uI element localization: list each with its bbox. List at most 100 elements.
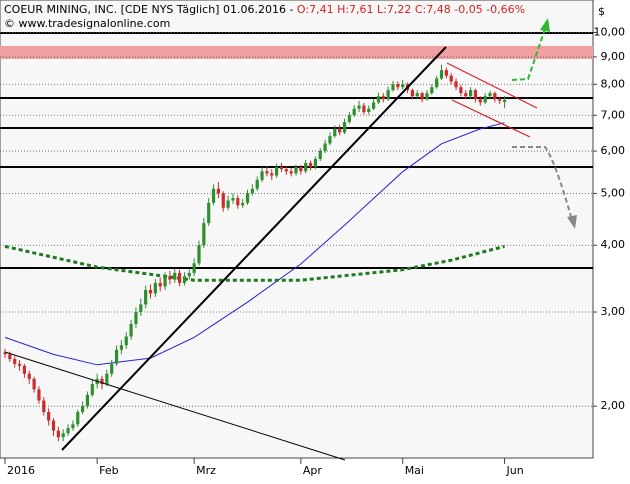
candle-body: [328, 136, 332, 144]
candle-body: [347, 115, 351, 123]
candle-body: [32, 378, 36, 390]
channel-line: [451, 99, 531, 138]
candle-body: [47, 412, 51, 421]
candle-body: [168, 276, 172, 280]
candle-body: [338, 128, 342, 133]
moving-averages: [4, 122, 505, 366]
candle-body: [275, 167, 279, 176]
y-tick-label: 4,00: [601, 238, 626, 251]
candle-body: [8, 354, 12, 360]
candle-body: [129, 323, 133, 337]
candle-body: [66, 428, 70, 434]
source: © www.tradesignalonline.com: [4, 17, 170, 30]
y-axis-label: $: [598, 5, 605, 18]
candle-body: [3, 352, 7, 355]
x-tick-label: 2016: [7, 464, 35, 477]
candle-body: [163, 276, 167, 287]
candle-body: [279, 167, 284, 170]
chart-title: COEUR MINING, INC. [CDE NYS Täglich] 01.…: [4, 3, 525, 16]
candle-body: [464, 93, 468, 97]
candle-body: [420, 93, 424, 100]
trend-line: [61, 46, 447, 451]
plot-area: [0, 0, 594, 459]
axes: 2,00 3,00 4,00 5,00 6,00 7,00 8,00 9,00 10,00 201…: [4, 25, 626, 477]
candle-body: [90, 384, 94, 395]
candle-body: [124, 336, 128, 346]
candle-body: [226, 200, 230, 208]
candle-body: [134, 312, 138, 324]
y-tick-label: 8,00: [601, 77, 626, 90]
y-tick-label: 2,00: [601, 399, 626, 412]
candle-body: [299, 167, 303, 172]
candle-body: [308, 162, 313, 168]
trend-line: [4, 351, 346, 461]
candle-body: [410, 90, 414, 97]
candle-body: [401, 84, 405, 88]
candle-body: [473, 90, 478, 100]
quote: O:7,41 H:7,61 L:7,22 C:7,48 -0,05 -0,66%: [297, 3, 525, 16]
candle-body: [270, 173, 274, 176]
candle-body: [469, 90, 473, 97]
y-tick-label: 3,00: [601, 305, 626, 318]
candle-body: [502, 99, 507, 103]
y-tick-label: 10,00: [594, 25, 626, 38]
candle-body: [105, 373, 109, 385]
candle-body: [289, 171, 293, 174]
x-tick-label: Jun: [506, 464, 524, 477]
candle-body: [202, 223, 206, 246]
y-tick-label: 7,00: [601, 108, 626, 121]
candle-body: [352, 108, 356, 116]
candle-body: [100, 378, 104, 385]
candle-body: [493, 93, 497, 100]
candle-body: [85, 394, 90, 407]
candle-body: [483, 96, 487, 103]
candle-body: [76, 412, 80, 425]
candle-body: [396, 84, 400, 88]
moving-average: [4, 244, 505, 282]
candle-body: [318, 151, 322, 159]
candle-body: [323, 143, 327, 152]
candle-body: [435, 78, 439, 88]
candle-body: [22, 365, 26, 374]
x-tick-label: Mrz: [196, 464, 216, 477]
candle-body: [255, 179, 259, 189]
candle-body: [153, 282, 157, 294]
candle-body: [367, 108, 371, 112]
annotations-front: [4, 18, 577, 461]
candle-body: [439, 70, 444, 79]
candle-body: [182, 276, 187, 283]
channel-line: [446, 62, 538, 109]
candle-body: [61, 433, 65, 438]
candle-body: [178, 272, 182, 283]
candle-body: [42, 400, 46, 413]
candle-body: [313, 158, 317, 168]
candle-body: [357, 105, 361, 109]
candle-body: [51, 420, 56, 431]
candle-body: [148, 289, 153, 294]
candle-body: [231, 198, 235, 201]
title: COEUR MINING, INC. [CDE NYS Täglich] 01.…: [4, 3, 293, 16]
candle-body: [449, 75, 453, 82]
candle-body: [284, 169, 288, 172]
x-tick-label: Apr: [303, 464, 323, 477]
bear-arrowhead: [567, 215, 577, 229]
candle-body: [444, 70, 448, 76]
candle-body: [415, 93, 419, 97]
candle-body: [27, 373, 31, 379]
candle-body: [144, 289, 148, 305]
candle-body: [333, 128, 337, 137]
candle-body: [454, 81, 458, 88]
candle-body: [216, 188, 220, 194]
candle-body: [221, 193, 225, 208]
y-tick-label: 5,00: [601, 186, 626, 199]
candle-body: [362, 105, 366, 112]
x-tick-label: Feb: [99, 464, 118, 477]
y-tick-label: 6,00: [601, 144, 626, 157]
candle-body: [71, 424, 75, 429]
candle-body: [110, 363, 114, 374]
candle-body: [488, 93, 492, 97]
candle-body: [245, 193, 250, 203]
y-tick-label: 9,00: [601, 50, 626, 63]
candle-body: [207, 202, 211, 224]
